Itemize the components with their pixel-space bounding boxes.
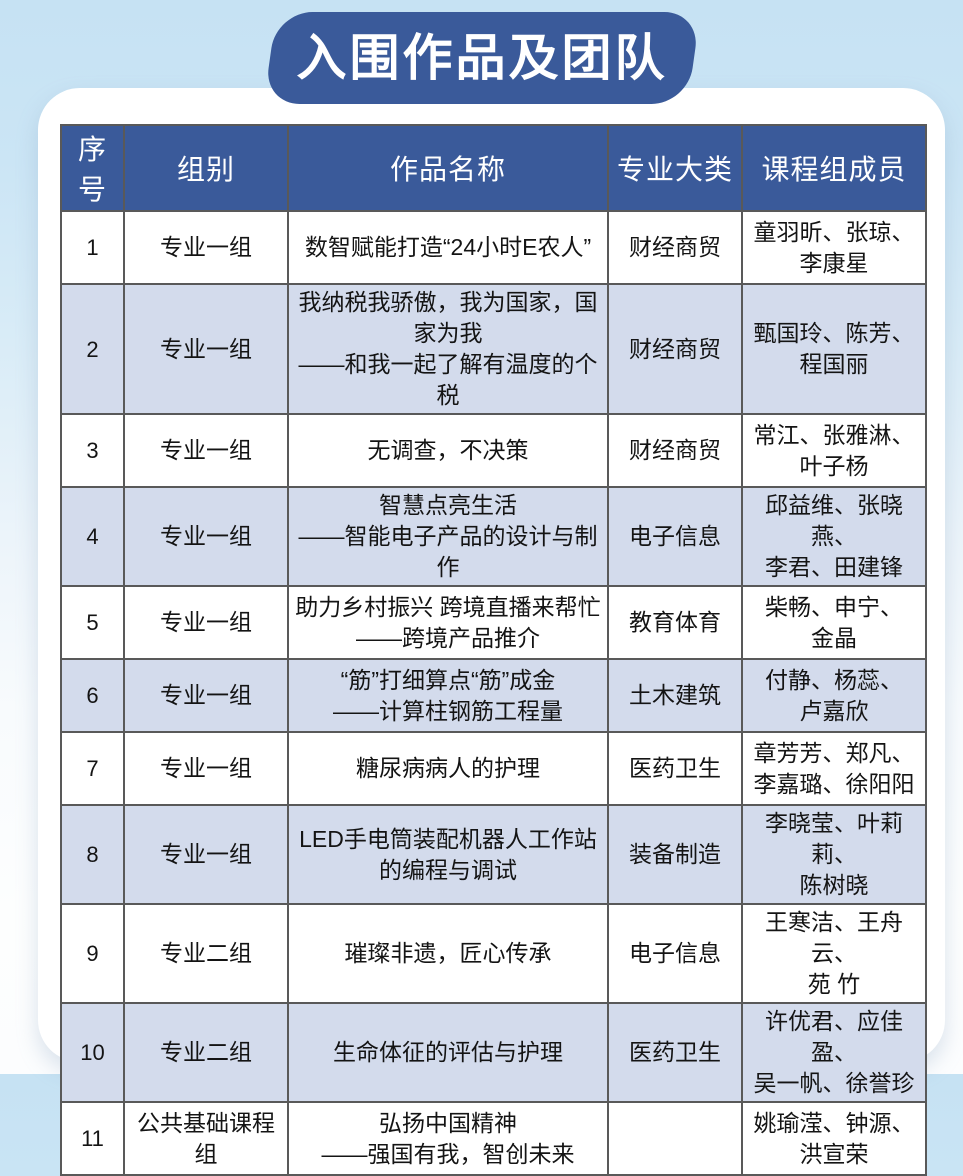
cell-group: 公共基础课程组 <box>123 1101 289 1176</box>
cell-group: 专业一组 <box>123 804 289 905</box>
cell-category: 电子信息 <box>607 486 743 587</box>
cell-work: 无调查，不决策 <box>287 413 609 488</box>
header-cell-category: 专业大类 <box>607 124 743 212</box>
cell-group: 专业一组 <box>123 210 289 285</box>
table-row: 5 专业一组 助力乡村振兴 跨境直播来帮忙 ——跨境产品推介 教育体育 柴畅、申… <box>60 585 927 660</box>
cell-group: 专业一组 <box>123 283 289 415</box>
cell-members: 李晓莹、叶莉莉、 陈树晓 <box>741 804 927 905</box>
cell-work: 糖尿病病人的护理 <box>287 731 609 806</box>
table-row: 7 专业一组 糖尿病病人的护理 医药卫生 章芳芳、郑凡、 李嘉璐、徐阳阳 <box>60 731 927 806</box>
table-header: 序号 组别 作品名称 专业大类 课程组成员 <box>60 124 927 212</box>
table-row: 6 专业一组 “筋”打细算点“筋”成金 ——计算柱钢筋工程量 土木建筑 付静、杨… <box>60 658 927 733</box>
cell-number: 5 <box>60 585 125 660</box>
cell-number: 2 <box>60 283 125 415</box>
cell-group: 专业一组 <box>123 585 289 660</box>
table-row: 11 公共基础课程组 弘扬中国精神 ——强国有我，智创未来 姚瑜滢、钟源、 洪宣… <box>60 1101 927 1176</box>
cell-members: 邱益维、张晓燕、 李君、田建锋 <box>741 486 927 587</box>
cell-number: 3 <box>60 413 125 488</box>
cell-members: 常江、张雅淋、 叶子杨 <box>741 413 927 488</box>
page-title: 入围作品及团队 <box>296 30 667 86</box>
header-cell-work: 作品名称 <box>287 124 609 212</box>
cell-category: 财经商贸 <box>607 283 743 415</box>
table-row: 4 专业一组 智慧点亮生活 ——智能电子产品的设计与制作 电子信息 邱益维、张晓… <box>60 486 927 587</box>
cell-category: 装备制造 <box>607 804 743 905</box>
cell-number: 11 <box>60 1101 125 1176</box>
cell-work: 我纳税我骄傲，我为国家，国家为我 ——和我一起了解有温度的个税 <box>287 283 609 415</box>
header-cell-members: 课程组成员 <box>741 124 927 212</box>
cell-members: 王寒洁、王舟云、 苑 竹 <box>741 903 927 1004</box>
cell-number: 10 <box>60 1002 125 1103</box>
cell-members: 柴畅、申宁、 金晶 <box>741 585 927 660</box>
cell-work: 璀璨非遗，匠心传承 <box>287 903 609 1004</box>
table-body: 1 专业一组 数智赋能打造“24小时E农人” 财经商贸 童羽昕、张琼、 李康星 … <box>60 210 927 1176</box>
content-card: 序号 组别 作品名称 专业大类 课程组成员 1 专业一组 数智赋能打造“24小时… <box>38 88 945 1176</box>
table-row: 8 专业一组 LED手电筒装配机器人工作站 的编程与调试 装备制造 李晓莹、叶莉… <box>60 804 927 905</box>
cell-work: 助力乡村振兴 跨境直播来帮忙 ——跨境产品推介 <box>287 585 609 660</box>
cell-category: 财经商贸 <box>607 413 743 488</box>
cell-group: 专业一组 <box>123 731 289 806</box>
cell-work: LED手电筒装配机器人工作站 的编程与调试 <box>287 804 609 905</box>
cell-number: 4 <box>60 486 125 587</box>
table-row: 10 专业二组 生命体征的评估与护理 医药卫生 许优君、应佳盈、 吴一帆、徐誉珍 <box>60 1002 927 1103</box>
cell-category <box>607 1101 743 1176</box>
cell-members: 章芳芳、郑凡、 李嘉璐、徐阳阳 <box>741 731 927 806</box>
cell-members: 付静、杨蕊、 卢嘉欣 <box>741 658 927 733</box>
table-row: 2 专业一组 我纳税我骄傲，我为国家，国家为我 ——和我一起了解有温度的个税 财… <box>60 283 927 415</box>
cell-category: 医药卫生 <box>607 731 743 806</box>
table-row: 3 专业一组 无调查，不决策 财经商贸 常江、张雅淋、 叶子杨 <box>60 413 927 488</box>
title-banner: 入围作品及团队 <box>263 12 700 104</box>
table-row: 9 专业二组 璀璨非遗，匠心传承 电子信息 王寒洁、王舟云、 苑 竹 <box>60 903 927 1004</box>
cell-work: 数智赋能打造“24小时E农人” <box>287 210 609 285</box>
cell-number: 1 <box>60 210 125 285</box>
table-row: 1 专业一组 数智赋能打造“24小时E农人” 财经商贸 童羽昕、张琼、 李康星 <box>60 210 927 285</box>
cell-members: 甄国玲、陈芳、 程国丽 <box>741 283 927 415</box>
cell-group: 专业二组 <box>123 903 289 1004</box>
cell-members: 童羽昕、张琼、 李康星 <box>741 210 927 285</box>
cell-group: 专业一组 <box>123 658 289 733</box>
cell-category: 电子信息 <box>607 903 743 1004</box>
cell-members: 许优君、应佳盈、 吴一帆、徐誉珍 <box>741 1002 927 1103</box>
cell-number: 6 <box>60 658 125 733</box>
cell-category: 医药卫生 <box>607 1002 743 1103</box>
cell-work: 智慧点亮生活 ——智能电子产品的设计与制作 <box>287 486 609 587</box>
cell-group: 专业二组 <box>123 1002 289 1103</box>
cell-number: 9 <box>60 903 125 1004</box>
cell-category: 财经商贸 <box>607 210 743 285</box>
cell-work: 弘扬中国精神 ——强国有我，智创未来 <box>287 1101 609 1176</box>
header-cell-group: 组别 <box>123 124 289 212</box>
header-cell-no: 序号 <box>60 124 125 212</box>
cell-category: 土木建筑 <box>607 658 743 733</box>
table-header-row: 序号 组别 作品名称 专业大类 课程组成员 <box>60 124 927 212</box>
entries-table: 序号 组别 作品名称 专业大类 课程组成员 1 专业一组 数智赋能打造“24小时… <box>60 124 927 1176</box>
cell-number: 7 <box>60 731 125 806</box>
cell-group: 专业一组 <box>123 413 289 488</box>
cell-work: “筋”打细算点“筋”成金 ——计算柱钢筋工程量 <box>287 658 609 733</box>
cell-work: 生命体征的评估与护理 <box>287 1002 609 1103</box>
cell-group: 专业一组 <box>123 486 289 587</box>
cell-number: 8 <box>60 804 125 905</box>
cell-category: 教育体育 <box>607 585 743 660</box>
cell-members: 姚瑜滢、钟源、 洪宣荣 <box>741 1101 927 1176</box>
